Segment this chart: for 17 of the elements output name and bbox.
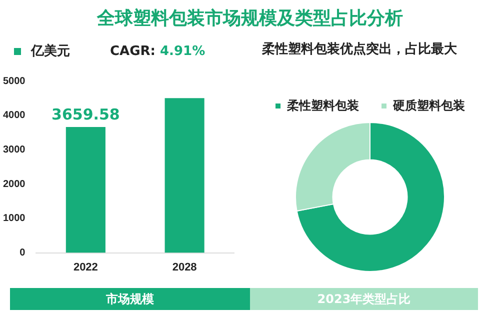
y-tick-label: 3000 [2,144,26,156]
y-tick-label: 5000 [2,76,26,87]
text: 3659.58 [52,105,120,124]
chart-title: 全球塑料包装市场规模及类型占比分析 [96,7,404,30]
text: CAGR: 4.91% [110,44,206,59]
y-tick-label: 4000 [2,110,26,122]
x-tick-label: 2028 [172,261,197,274]
chart-title: 柔性塑料包装优点突出，占比最大 [262,40,457,58]
legend-label: 柔性塑料包装 [286,98,360,112]
y-tick-label: 2000 [2,178,26,190]
text: 2023年类型占比 [250,288,478,310]
x-tick-label: 2022 [73,261,98,274]
legend-label: 硬质塑料包装 [392,98,466,112]
y-tick-label: 0 [20,248,26,259]
legend-label: 亿美元 [31,44,70,59]
y-tick-label: 1000 [2,213,26,224]
text: 市场规模 [10,288,250,310]
